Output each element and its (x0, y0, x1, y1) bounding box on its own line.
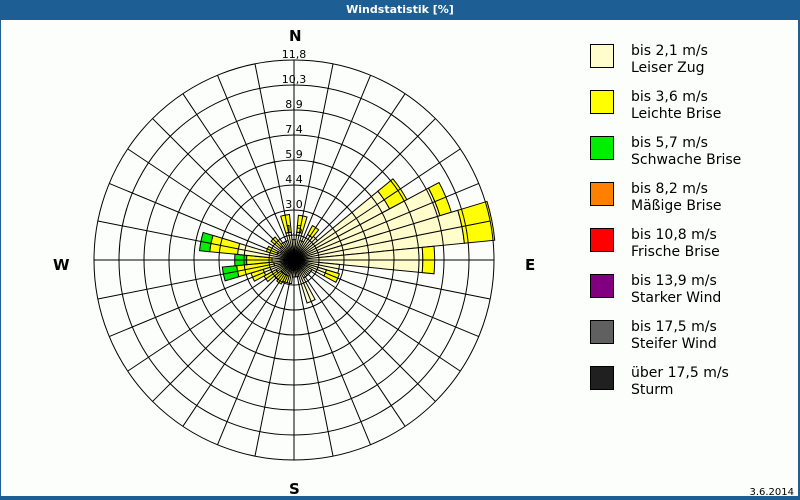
radial-tick-label: 8,9 (285, 98, 303, 111)
grid-spoke (182, 259, 295, 427)
legend-label: Sturm (631, 382, 674, 398)
legend-swatch (590, 366, 614, 390)
radial-tick-label: 11,8 (282, 48, 307, 61)
grid-spoke (109, 183, 295, 261)
grid-spoke (109, 259, 295, 337)
legend-label: Mäßige Brise (631, 198, 722, 214)
grid-spoke (97, 259, 295, 300)
legend-label: Frische Brise (631, 244, 720, 260)
chart-title: Windstatistik [%] (346, 3, 454, 16)
grid-spoke (293, 259, 436, 402)
grid-spoke (293, 259, 479, 337)
grid-spoke (293, 259, 491, 300)
grid-spoke (293, 63, 334, 261)
grid-spoke (254, 63, 295, 261)
rose-wedge (280, 213, 292, 234)
grid-spoke (152, 118, 295, 261)
legend-range: bis 2,1 m/s (631, 43, 708, 59)
legend-range: bis 8,2 m/s (631, 181, 708, 197)
grid-spoke (293, 259, 334, 457)
compass-east: E (525, 256, 536, 274)
grid-spoke (293, 220, 491, 261)
radial-tick-label: 5,9 (285, 148, 303, 161)
radial-tick-label: 1,5 (285, 223, 303, 236)
date-label: 3.6.2014 (749, 487, 794, 498)
rose-wedge (209, 234, 241, 255)
grid-spoke (217, 259, 295, 445)
grid-spoke (152, 259, 295, 402)
compass-north: N (289, 27, 302, 45)
grid-spoke (293, 259, 461, 372)
grid-spoke (182, 93, 295, 261)
legend-swatch (590, 182, 614, 206)
legend-range: bis 3,6 m/s (631, 89, 708, 105)
legend-swatch (590, 274, 614, 298)
legend-label: Schwache Brise (631, 152, 742, 168)
legend-swatch (590, 320, 614, 344)
radial-tick-label: 3,0 (285, 198, 303, 211)
grid-spoke (293, 118, 436, 261)
legend-range: bis 10,8 m/s (631, 227, 717, 243)
compass-south: S (289, 480, 300, 498)
legend-range: bis 5,7 m/s (631, 135, 708, 151)
radial-tick-label: 4,4 (285, 173, 303, 186)
grid-spoke (217, 75, 295, 261)
grid-spoke (293, 148, 461, 261)
legend-range: bis 13,9 m/s (631, 273, 717, 289)
grid-spoke (127, 148, 295, 261)
rose-wedge (457, 200, 496, 244)
grid-spoke (293, 183, 479, 261)
radial-tick-label: 7,4 (285, 123, 303, 136)
legend-swatch (590, 136, 614, 160)
rose-wedge (296, 214, 308, 234)
legend-label: Steifer Wind (631, 336, 717, 352)
radial-tick-label: 10,3 (282, 73, 307, 86)
legend-range: über 17,5 m/s (631, 365, 729, 381)
legend-label: Starker Wind (631, 290, 722, 306)
grid-spoke (293, 259, 371, 445)
grid-spoke (293, 75, 371, 261)
rose-wedge (221, 265, 240, 282)
grid-spoke (293, 259, 406, 427)
legend-swatch (590, 90, 614, 114)
legend-swatch (590, 44, 614, 68)
compass-west: W (53, 256, 70, 274)
legend-label: Leiser Zug (631, 60, 705, 76)
grid-spoke (97, 220, 295, 261)
grid-spoke (293, 93, 406, 261)
center-hub (288, 254, 300, 266)
legend-swatch (590, 228, 614, 252)
grid-spoke (127, 259, 295, 372)
legend-range: bis 17,5 m/s (631, 319, 717, 335)
legend-label: Leichte Brise (631, 106, 722, 122)
grid-spoke (254, 259, 295, 457)
